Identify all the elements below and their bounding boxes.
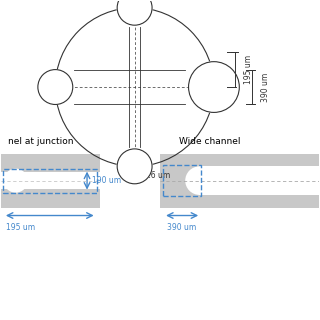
Text: 195 um: 195 um <box>6 223 35 232</box>
Circle shape <box>117 0 152 25</box>
Circle shape <box>185 166 214 195</box>
Text: 390 um: 390 um <box>261 72 270 102</box>
Bar <box>160 154 319 208</box>
Text: 16 um: 16 um <box>146 172 170 180</box>
Bar <box>3 169 97 193</box>
Circle shape <box>38 69 73 105</box>
Bar <box>163 165 201 196</box>
Bar <box>1 172 100 189</box>
Text: Wide channel: Wide channel <box>179 137 241 146</box>
Bar <box>199 166 319 195</box>
Text: 390 um: 390 um <box>167 223 196 232</box>
Text: nel at junction: nel at junction <box>8 137 73 146</box>
Circle shape <box>4 169 28 193</box>
Text: 190 um: 190 um <box>92 176 121 185</box>
Circle shape <box>188 62 239 112</box>
Bar <box>1 154 100 208</box>
Circle shape <box>117 149 152 184</box>
Text: 195 um: 195 um <box>244 55 253 84</box>
